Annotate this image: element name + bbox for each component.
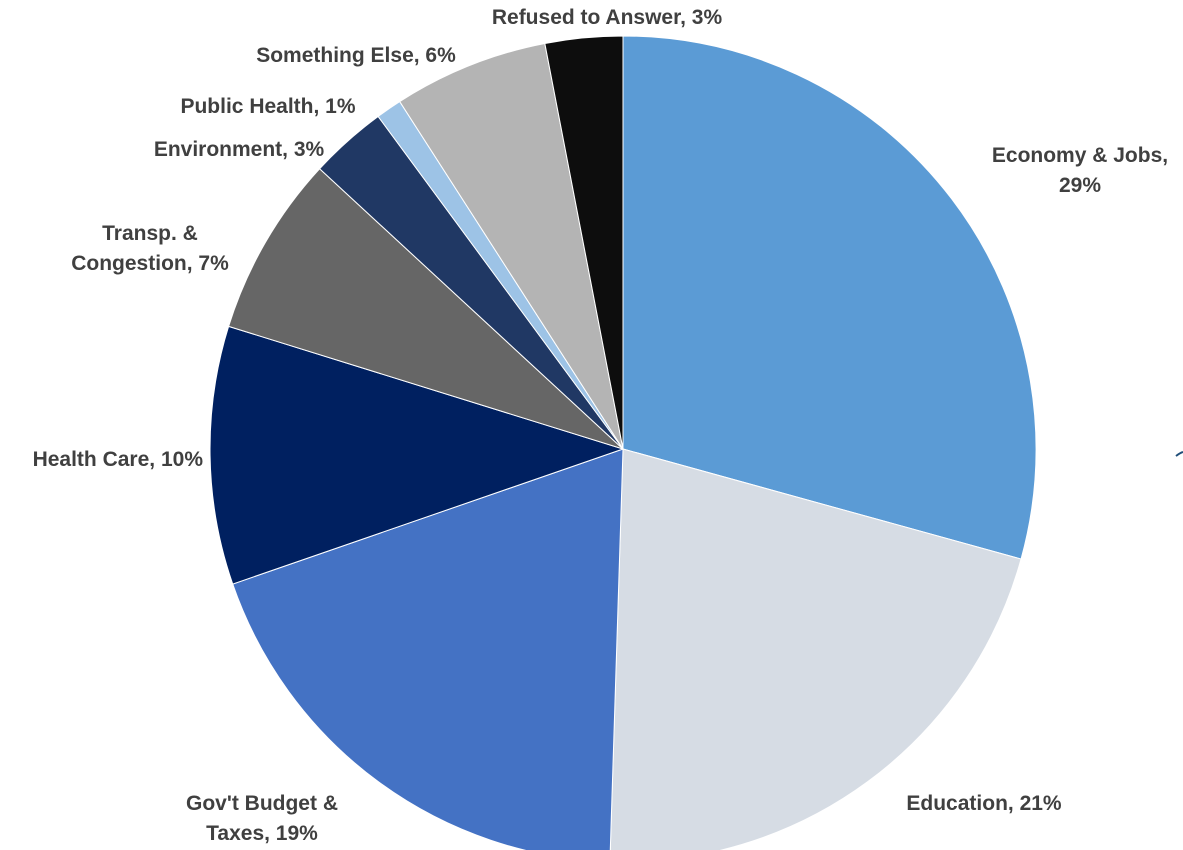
pie-slice-transp-congestion [227,168,624,450]
pie-slices [209,35,1037,850]
edge-pointer-mark [1175,451,1183,457]
slice-label-something-else: Something Else, 6% [256,44,456,67]
pie-slice-health-care [209,325,625,585]
slice-label-education: Education, 21% [906,792,1062,815]
slice-label-economy-jobs: Economy & Jobs, 29% [992,144,1168,197]
pie-slice-economy-jobs [622,35,1037,560]
slice-label-line: Gov't Budget & [186,792,338,815]
slice-label-public-health: Public Health, 1% [180,95,355,118]
slice-label-line: Congestion, 7% [71,252,229,275]
pie-slice-gov-t-budget-taxes [232,448,624,850]
pie-slice-education [609,448,1022,850]
pie-labels: Economy & Jobs, 29% Education, 21% Gov't Bu… [33,6,1169,845]
slice-label-line: Health Care, 10% [33,448,204,471]
slice-label-line: Environment, 3% [154,138,325,161]
pie-slice-something-else [399,42,624,450]
slice-label-environment: Environment, 3% [154,138,325,161]
slice-label-line: Economy & Jobs, [992,144,1168,167]
slice-label-line: Public Health, 1% [180,95,355,118]
slice-label-line: Something Else, 6% [256,44,456,67]
slice-label-line: Taxes, 19% [206,822,318,845]
slice-label-line: Refused to Answer, 3% [492,6,723,29]
pie-slice-refused-to-answer [544,35,624,450]
slice-label-line: Education, 21% [906,792,1062,815]
slice-label-transp-congestion: Transp. & Congestion, 7% [71,222,229,275]
slice-label-health-care: Health Care, 10% [33,448,204,471]
slice-label-gov-t-budget-taxes: Gov't Budget & Taxes, 19% [186,792,338,845]
slice-label-refused-to-answer: Refused to Answer, 3% [492,6,723,29]
slice-label-line: Transp. & [102,222,198,245]
slice-label-line: 29% [1059,174,1101,197]
